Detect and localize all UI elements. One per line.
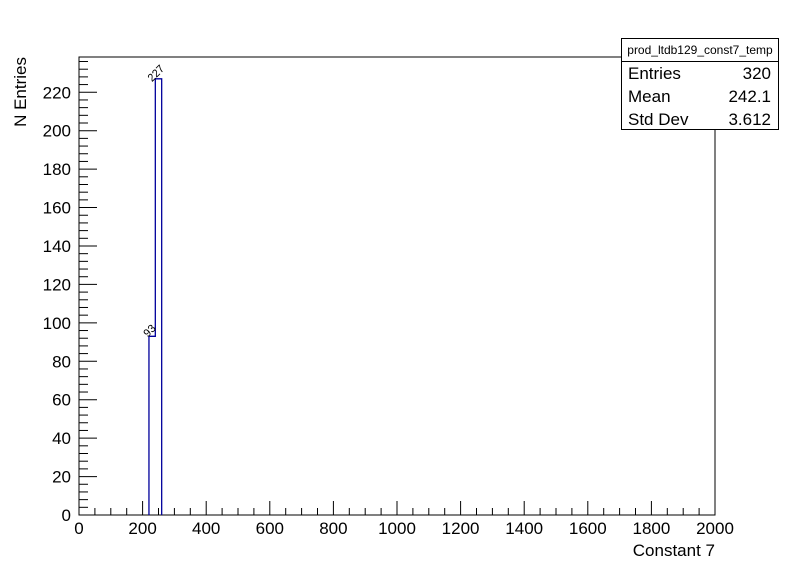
y-tick-label: 80 [52,352,71,371]
stats-label: Std Dev [628,110,689,129]
y-tick-label: 120 [43,275,71,294]
stats-title: prod_ltdb129_const7_temp [622,39,778,62]
x-tick-label: 400 [192,519,220,538]
histogram-outline [148,78,163,515]
y-tick-label: 160 [43,199,71,218]
stats-row-entries: Entries 320 [622,62,778,85]
stats-label: Entries [628,64,681,83]
y-tick-label: 220 [43,83,71,102]
x-tick-label: 1600 [569,519,607,538]
stats-value: 320 [742,64,771,83]
x-tick-label: 600 [256,519,284,538]
x-tick-label: 0 [74,519,83,538]
y-axis-label: N Entries [11,57,30,127]
x-tick-label: 1200 [442,519,480,538]
stats-row-stddev: Std Dev 3.612 [622,108,778,131]
y-tick-label: 40 [52,429,71,448]
histogram-bin [155,79,161,515]
histogram-bin [149,336,155,515]
y-tick-label: 100 [43,314,71,333]
x-tick-label: 2000 [696,519,734,538]
plot-frame [78,56,716,516]
stats-value: 3.612 [728,110,771,129]
stats-box: prod_ltdb129_const7_temp Entries 320 Mean… [621,38,779,130]
y-tick-label: 60 [52,391,71,410]
x-tick-label: 1000 [378,519,416,538]
y-tick-label: 140 [43,237,71,256]
stats-value: 242.1 [728,87,771,106]
x-tick-label: 800 [319,519,347,538]
x-tick-label: 200 [128,519,156,538]
y-tick-label: 200 [43,122,71,141]
stats-row-mean: Mean 242.1 [622,85,778,108]
x-axis-label: Constant 7 [633,541,715,560]
x-tick-label: 1800 [632,519,670,538]
y-tick-label: 0 [62,506,71,525]
y-tick-label: 180 [43,160,71,179]
x-tick-label: 1400 [505,519,543,538]
y-tick-label: 20 [52,468,71,487]
stats-label: Mean [628,87,671,106]
bin-value-label: 227 [146,63,167,84]
